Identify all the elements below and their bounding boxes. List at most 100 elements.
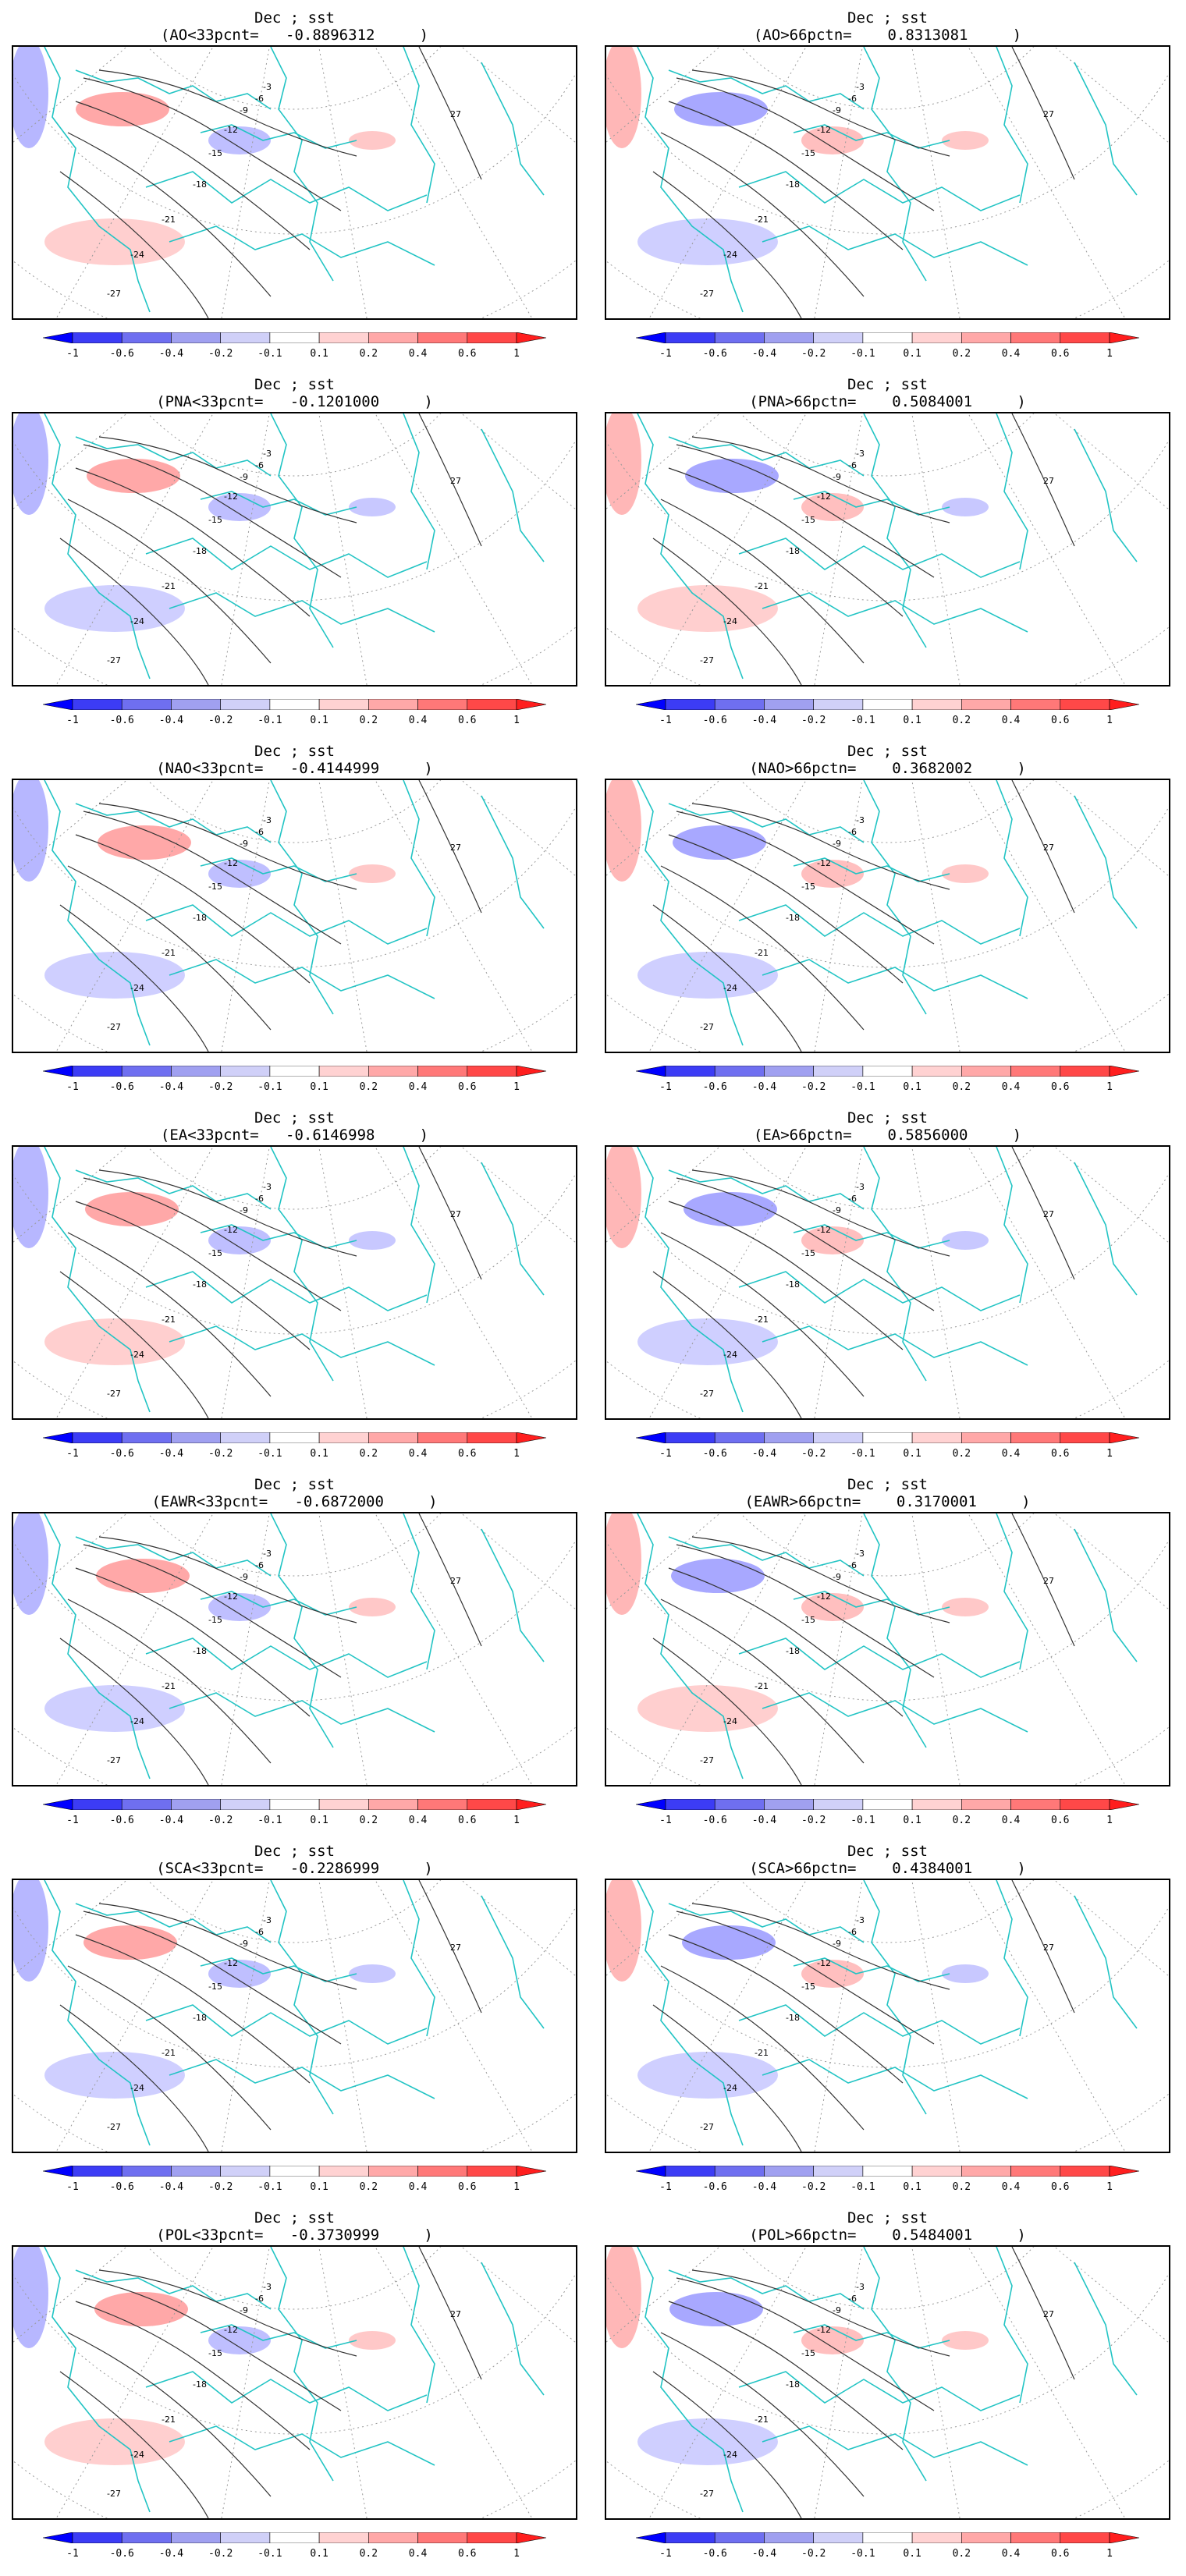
map-canvas: -27-24-21-18-15-12-9-6-327	[13, 780, 576, 1052]
colorbar-tick-label: 1	[513, 2181, 520, 2193]
colorbar-cell	[467, 2532, 517, 2543]
coastline	[481, 62, 545, 196]
colorbar-tick-label: -1	[66, 1081, 79, 1093]
contour-label: -27	[107, 1755, 121, 1765]
coastline	[169, 1325, 435, 1366]
colorbar-cell	[220, 2532, 271, 2543]
contour-label: -21	[162, 1681, 176, 1691]
graticule-line	[740, 1513, 1035, 1577]
graticule-line	[221, 47, 270, 318]
colorbar-cell	[72, 2532, 123, 2543]
sst-contour	[83, 2277, 342, 2411]
contour-label: -27	[107, 289, 121, 299]
graticule-line	[13, 626, 576, 685]
colorbar	[43, 2532, 546, 2543]
colorbar-tick-label: -0.4	[751, 1815, 777, 1826]
colorbar-cell	[1060, 2166, 1110, 2177]
sst-contour	[652, 171, 802, 318]
colorbar-tick-label: 0.2	[359, 2181, 378, 2193]
panel-subtitle: (NAO>66pctn= 0.3682002 )	[749, 760, 1026, 777]
colorbar-cell	[813, 332, 864, 343]
graticule-line	[13, 1539, 576, 1701]
colorbar-tick-label: 0.6	[1051, 715, 1070, 726]
coastline	[762, 2059, 1028, 2099]
sst-contour	[691, 1536, 950, 1623]
colorbar-labels: -1 -0.6 -0.4 -0.2 -0.1 0.1 0.2 0.4 0.6 1	[605, 348, 1170, 364]
colorbar-cell	[862, 2166, 913, 2177]
sst-contour	[59, 1271, 209, 1418]
coastline	[270, 1880, 334, 2115]
contour-label: -12	[224, 1225, 238, 1235]
panel-title: Dec ; sst	[847, 743, 928, 760]
anomaly-shading	[76, 92, 169, 126]
sst-contour	[98, 1169, 357, 1257]
coastline	[44, 47, 151, 313]
colorbar-cell	[1109, 1066, 1139, 1077]
contour-label: -21	[755, 1681, 769, 1691]
colorbar-tick-label: 0.6	[458, 2181, 477, 2193]
contour-label: -15	[801, 1248, 815, 1258]
contour-label: -9	[833, 472, 841, 482]
contour-label: -15	[208, 148, 222, 158]
colorbar-cell	[171, 699, 221, 710]
panel-title: Dec ; sst	[254, 1109, 335, 1127]
anomaly-shading	[44, 585, 185, 632]
coastline	[169, 959, 435, 999]
anomaly-shading	[682, 1925, 776, 1960]
anomaly-shading	[349, 864, 396, 883]
colorbar	[43, 699, 546, 710]
graticule-line	[147, 1880, 442, 1943]
colorbar-cell	[516, 699, 546, 710]
contour-label: -15	[801, 1615, 815, 1625]
colorbar-cell	[665, 699, 716, 710]
graticule-line	[606, 73, 1169, 235]
colorbar-tick-label: 0.1	[903, 1448, 921, 1460]
colorbar-labels: -1 -0.6 -0.4 -0.2 -0.1 0.1 0.2 0.4 0.6 1	[12, 715, 577, 730]
coastline	[200, 1224, 357, 1249]
anomaly-shading	[684, 1192, 777, 1226]
colorbar-tick-label: 0.6	[1051, 2548, 1070, 2560]
colorbar-cell	[43, 1799, 73, 1810]
colorbar-tick-label: 0.4	[408, 1815, 428, 1826]
colorbar-tick-label: -0.1	[257, 1815, 282, 1826]
colorbar-tick-label: 0.6	[1051, 1448, 1070, 1460]
contour-label: -3	[856, 815, 865, 825]
anomaly-shading	[208, 860, 271, 888]
panel-subtitle: (POL<33pcnt= -0.3730999 )	[156, 2227, 433, 2244]
sst-anomaly-map: -27 -24 -21 -18 -15 -12 -9 -6 -3 27	[12, 1145, 577, 1420]
contour-label: -27	[700, 1022, 714, 1032]
graticule-line	[294, 1880, 576, 1926]
colorbar-tick-label: -1	[659, 348, 672, 360]
graticule-line	[911, 47, 961, 318]
sst-contour	[418, 780, 482, 914]
contour-label: -9	[833, 2305, 841, 2315]
map-canvas: -27-24-21-18-15-12-9-6-327	[13, 413, 576, 685]
anomaly-shading	[44, 2052, 185, 2099]
coastline	[44, 1147, 151, 1413]
sst-anomaly-map: -27 -24 -21 -18 -15 -12 -9 -6 -3 27	[605, 2245, 1170, 2520]
colorbar-cell	[318, 1799, 369, 1810]
graticule-line	[55, 413, 214, 685]
graticule-line	[13, 439, 576, 601]
anomaly-shading	[637, 2052, 778, 2099]
coastline	[637, 1880, 744, 2146]
contour-label: -21	[755, 2415, 769, 2425]
anomaly-shading	[673, 825, 766, 860]
colorbar-cell	[417, 332, 468, 343]
contour-label: -27	[107, 655, 121, 665]
colorbar-cell	[764, 2532, 814, 2543]
contour-label: -18	[193, 179, 207, 190]
coastline	[403, 47, 435, 204]
panel-subtitle: (EAWR>66pctn= 0.3170001 )	[744, 1493, 1031, 1510]
graticule-line	[294, 780, 576, 826]
contour-label: -3	[856, 1549, 865, 1559]
contour-label: -21	[755, 948, 769, 958]
contour-label: -18	[786, 2013, 800, 2023]
contour-label: -24	[723, 1350, 737, 1360]
map-canvas: -27-24-21-18-15-12-9-6-327	[13, 1513, 576, 1785]
coastline	[738, 1637, 1021, 1678]
coastline	[637, 2247, 744, 2513]
colorbar-cell	[764, 1799, 814, 1810]
colorbar-tick-label: 0.2	[359, 715, 378, 726]
colorbar-cell	[467, 699, 517, 710]
